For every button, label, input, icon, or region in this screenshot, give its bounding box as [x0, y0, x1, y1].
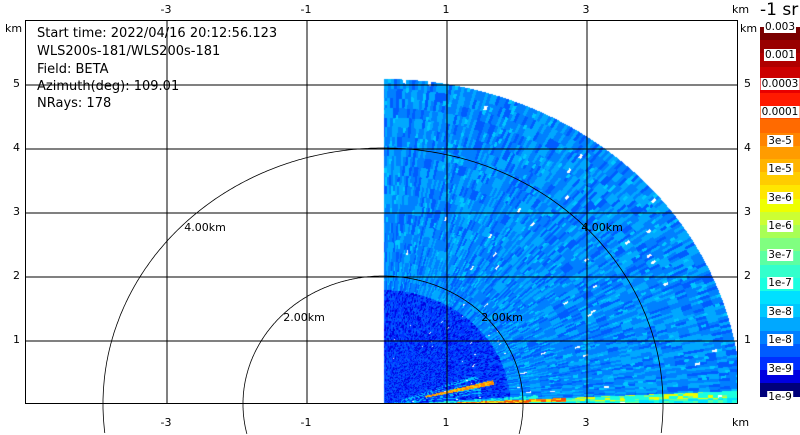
y-tick-label-right: 4 — [744, 141, 751, 154]
colorbar-label: 3e-9 — [767, 362, 793, 375]
y-tick-label-right: 5 — [744, 77, 751, 90]
instrument-text: WLS200s-181/WLS200s-181 — [37, 44, 221, 59]
y-tick-label-left: 2 — [13, 269, 20, 282]
colorbar-label: 3e-6 — [767, 191, 793, 204]
y-tick-label-left: 5 — [13, 77, 20, 90]
y-unit-label-right: km — [740, 22, 758, 35]
x-tick-label-bottom: 1 — [442, 416, 450, 429]
colorbar-label: 3e-8 — [767, 305, 793, 318]
field-text: Field: BETA — [37, 62, 109, 77]
colorbar-label: 0.0003 — [760, 77, 800, 90]
colorbar-band — [760, 93, 800, 107]
colorbar-label: 0.003 — [763, 21, 797, 33]
y-tick-label-left: 3 — [13, 205, 20, 218]
colorbar-label: 1e-8 — [767, 334, 793, 347]
x-tick-label-bottom: -3 — [160, 416, 172, 429]
colorbar-band — [760, 145, 800, 160]
y-tick-label-left: 1 — [13, 333, 20, 346]
x-unit-label-top: km — [732, 3, 750, 16]
x-tick-label-top: -1 — [300, 3, 312, 16]
colorbar-band — [760, 317, 800, 331]
colorbar-band — [760, 238, 800, 252]
y-unit-label-left: km — [5, 22, 23, 35]
colorbar-band — [760, 119, 800, 133]
colorbar-band — [760, 66, 800, 80]
start-time-text: Start time: 2022/04/16 20:12:56.123 — [37, 26, 278, 41]
azimuth-text: Azimuth(deg): 109.01 — [37, 79, 180, 94]
ppi-plot-area — [25, 20, 738, 404]
nrays-text: NRays: 178 — [37, 96, 112, 111]
colorbar-label: 1e-6 — [767, 220, 793, 233]
x-unit-label-bottom: km — [732, 416, 750, 429]
range-ring-label: 4.00km — [184, 221, 226, 234]
colorbar-band — [760, 343, 800, 358]
y-tick-label-left: 4 — [13, 141, 20, 154]
range-ring-label: 2.00km — [283, 311, 325, 324]
colorbar-label: 3e-5 — [767, 134, 793, 147]
colorbar-label: 3e-7 — [767, 248, 793, 261]
colorbar-band — [760, 172, 800, 186]
colorbar-label: 1e-7 — [767, 277, 793, 290]
colorbar-title: -1 sr — [760, 0, 799, 20]
colorbar-band — [760, 291, 800, 305]
range-ring-label: 2.00km — [481, 311, 523, 324]
colorbar: 0.003 0.001 0.0003 0.0001 3e-5 1e-5 3e-6 1e-6 3e… — [760, 21, 800, 403]
colorbar-label: 0.0001 — [760, 106, 800, 119]
colorbar-label: 0.001 — [763, 49, 797, 62]
x-tick-label-bottom: 3 — [582, 416, 590, 429]
x-tick-label-top: 3 — [582, 3, 590, 16]
x-tick-label-top: -3 — [160, 3, 172, 16]
y-tick-label-right: 2 — [744, 269, 751, 282]
y-tick-label-right: 3 — [744, 205, 751, 218]
colorbar-label: 1e-9 — [767, 391, 793, 403]
colorbar-band — [760, 264, 800, 278]
colorbar-label: 1e-5 — [767, 163, 793, 176]
x-tick-label-bottom: -1 — [300, 416, 312, 429]
x-tick-label-top: 1 — [442, 3, 450, 16]
y-tick-label-right: 1 — [744, 333, 751, 346]
range-ring-label: 4.00km — [581, 221, 623, 234]
